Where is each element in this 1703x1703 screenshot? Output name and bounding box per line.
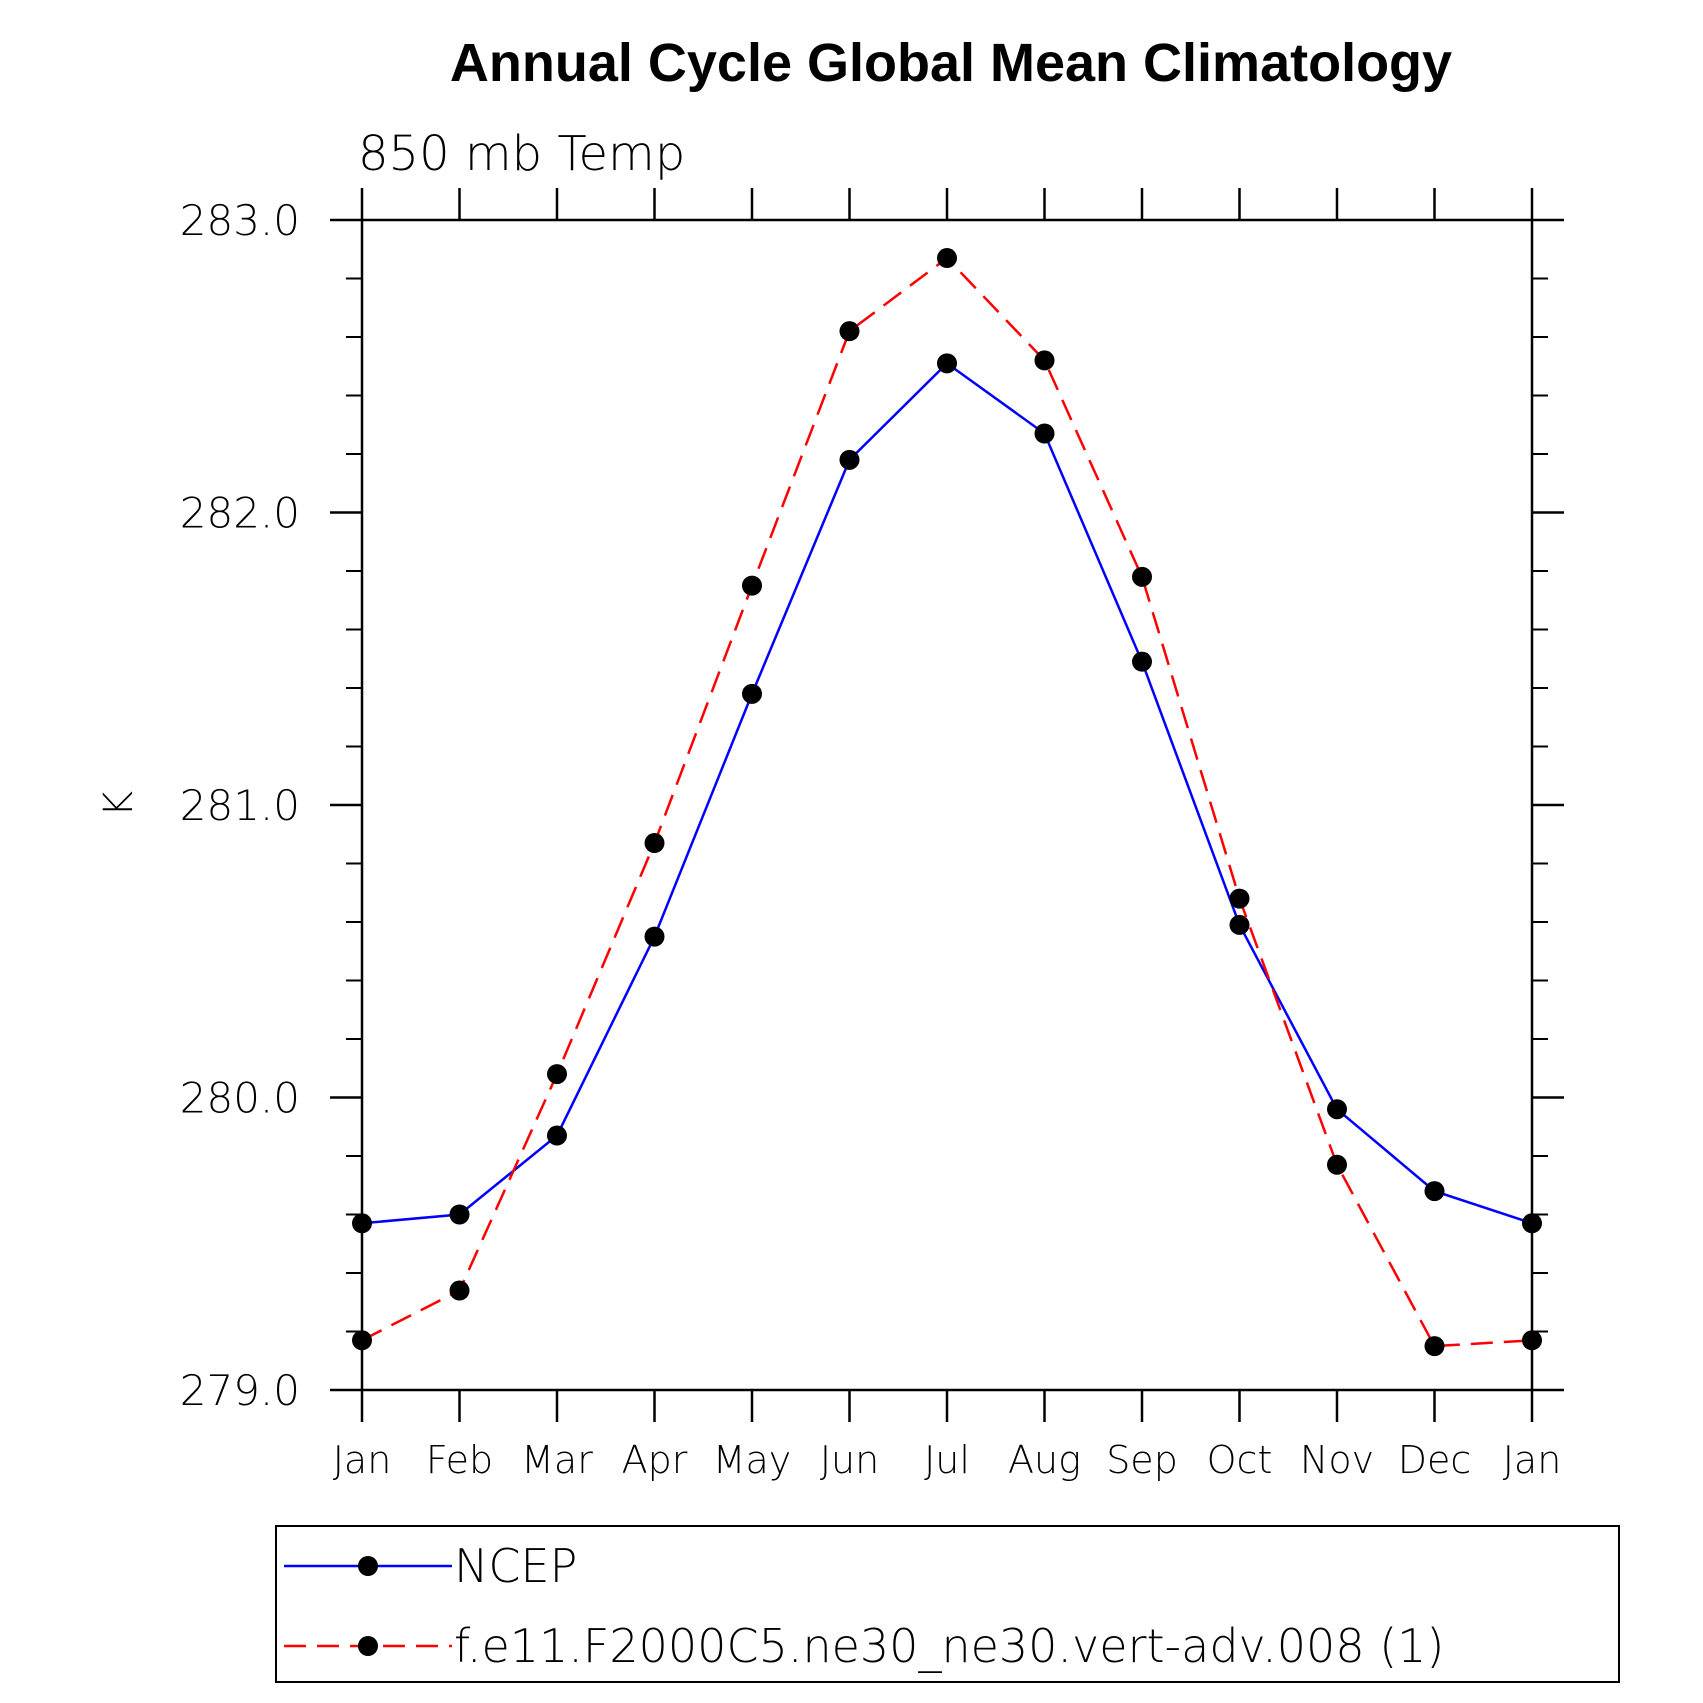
- axis-ticks: [330, 188, 1564, 1422]
- chart-subtitle: 850 mb Temp: [358, 126, 685, 182]
- data-point: [742, 683, 762, 704]
- chart-title: Annual Cycle Global Mean Climatology: [450, 33, 1452, 93]
- x-tick-label: Jan: [1503, 1438, 1562, 1482]
- series-line: [361, 361, 1533, 1225]
- y-tick-label: 280.0: [180, 1074, 300, 1123]
- data-point: [742, 575, 762, 596]
- legend-box: [275, 1525, 1620, 1683]
- x-tick-label: Jun: [820, 1438, 879, 1482]
- data-point: [1327, 1099, 1347, 1120]
- data-point: [547, 1064, 567, 1085]
- data-point: [644, 833, 665, 854]
- y-axis-label: K: [96, 791, 142, 817]
- x-tick-label: Apr: [622, 1438, 688, 1482]
- data-point: [937, 353, 957, 374]
- data-point: [937, 248, 957, 269]
- legend-item: f.e11.F2000C5.ne30_ne30.vert-adv.008 (1): [284, 1619, 1444, 1673]
- data-point: [839, 321, 860, 342]
- series-layer: [352, 248, 1542, 1357]
- y-tick-label: 283.0: [180, 196, 300, 245]
- x-tick-label: Jan: [333, 1438, 392, 1482]
- x-tick-label: Sep: [1106, 1438, 1178, 1482]
- data-point: [1229, 888, 1250, 909]
- x-tick-label: Mar: [521, 1438, 593, 1482]
- data-point: [1034, 423, 1055, 444]
- data-point: [547, 1125, 567, 1146]
- data-point: [839, 449, 860, 470]
- x-tick-label: Feb: [426, 1438, 493, 1482]
- legend-marker: [358, 1636, 378, 1656]
- data-point: [1327, 1154, 1347, 1175]
- series-line: [361, 256, 1533, 1348]
- x-tick-label: Jul: [924, 1438, 970, 1482]
- x-tick-label: Aug: [1008, 1438, 1081, 1482]
- legend: NCEP f.e11.F2000C5.ne30_ne30.vert-adv.008…: [275, 1525, 1620, 1683]
- legend-marker: [358, 1556, 378, 1576]
- data-point: [1522, 1213, 1542, 1234]
- data-point: [449, 1204, 470, 1225]
- legend-item: NCEP: [284, 1539, 577, 1593]
- data-point: [449, 1280, 470, 1301]
- series-2: [352, 248, 1542, 1357]
- plot-frame: [360, 218, 1534, 1392]
- x-tick-label: Nov: [1300, 1438, 1374, 1482]
- y-tick-label: 279.0: [180, 1366, 300, 1415]
- data-point: [1229, 914, 1250, 935]
- x-tick-label: May: [713, 1438, 792, 1482]
- legend-label: NCEP: [454, 1539, 577, 1593]
- data-point: [1424, 1181, 1445, 1202]
- legend-label: f.e11.F2000C5.ne30_ne30.vert-adv.008 (1): [454, 1619, 1444, 1673]
- data-point: [352, 1330, 372, 1351]
- x-tick-label: Dec: [1398, 1438, 1472, 1482]
- data-point: [1424, 1336, 1445, 1357]
- x-tick-label: Oct: [1207, 1438, 1273, 1482]
- y-tick-label: 282.0: [180, 489, 300, 538]
- data-point: [644, 926, 665, 947]
- data-point: [1132, 651, 1152, 672]
- data-point: [1034, 350, 1055, 371]
- data-point: [1522, 1330, 1542, 1351]
- data-point: [352, 1213, 372, 1234]
- y-tick-label: 281.0: [180, 781, 300, 830]
- axis-tick-labels: Jan Feb Mar Apr May Jun Jul Aug Sep Oct Nov Dec Jan 2…: [180, 196, 1562, 1482]
- series-1: [352, 353, 1542, 1234]
- data-point: [1132, 566, 1152, 587]
